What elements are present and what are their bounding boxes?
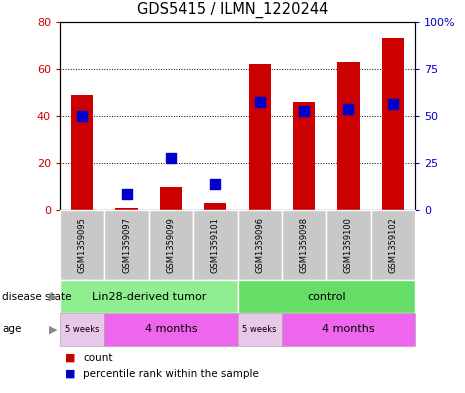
Bar (337, 62, 359, 210)
Text: GSM1359096: GSM1359096 (255, 217, 264, 273)
Point (389, 101, 397, 107)
Point (212, 181, 219, 187)
Point (345, 106, 352, 112)
Text: percentile rank within the sample: percentile rank within the sample (83, 369, 259, 378)
Point (79, 113, 86, 119)
Text: disease state: disease state (2, 292, 72, 301)
Text: GDS5415 / ILMN_1220244: GDS5415 / ILMN_1220244 (137, 2, 328, 18)
Bar (71, 95, 93, 210)
Text: ▶: ▶ (49, 292, 58, 301)
Text: GSM1359098: GSM1359098 (299, 217, 309, 273)
Text: ▶: ▶ (49, 325, 58, 334)
Point (123, 190, 130, 196)
Bar (204, 203, 226, 210)
Text: 4 months: 4 months (145, 325, 197, 334)
Text: 5 weeks: 5 weeks (65, 325, 100, 334)
Text: GSM1359097: GSM1359097 (122, 217, 131, 273)
Text: GSM1359095: GSM1359095 (78, 217, 86, 273)
Text: GSM1359102: GSM1359102 (388, 217, 397, 273)
Point (167, 155, 175, 162)
Bar (115, 208, 138, 210)
Point (300, 108, 308, 114)
Bar (382, 39, 404, 210)
Text: age: age (2, 325, 22, 334)
Text: ■: ■ (65, 353, 75, 363)
Text: 5 weeks: 5 weeks (242, 325, 277, 334)
Text: GSM1359100: GSM1359100 (344, 217, 353, 273)
Text: Lin28-derived tumor: Lin28-derived tumor (92, 292, 206, 301)
Bar (160, 187, 182, 210)
Bar (249, 64, 271, 210)
Text: control: control (307, 292, 345, 301)
Text: GSM1359099: GSM1359099 (166, 217, 175, 273)
Point (256, 99, 263, 105)
Bar (293, 102, 315, 210)
Text: count: count (83, 353, 113, 363)
Text: GSM1359101: GSM1359101 (211, 217, 220, 273)
Text: ■: ■ (65, 369, 75, 378)
Text: 4 months: 4 months (322, 325, 375, 334)
